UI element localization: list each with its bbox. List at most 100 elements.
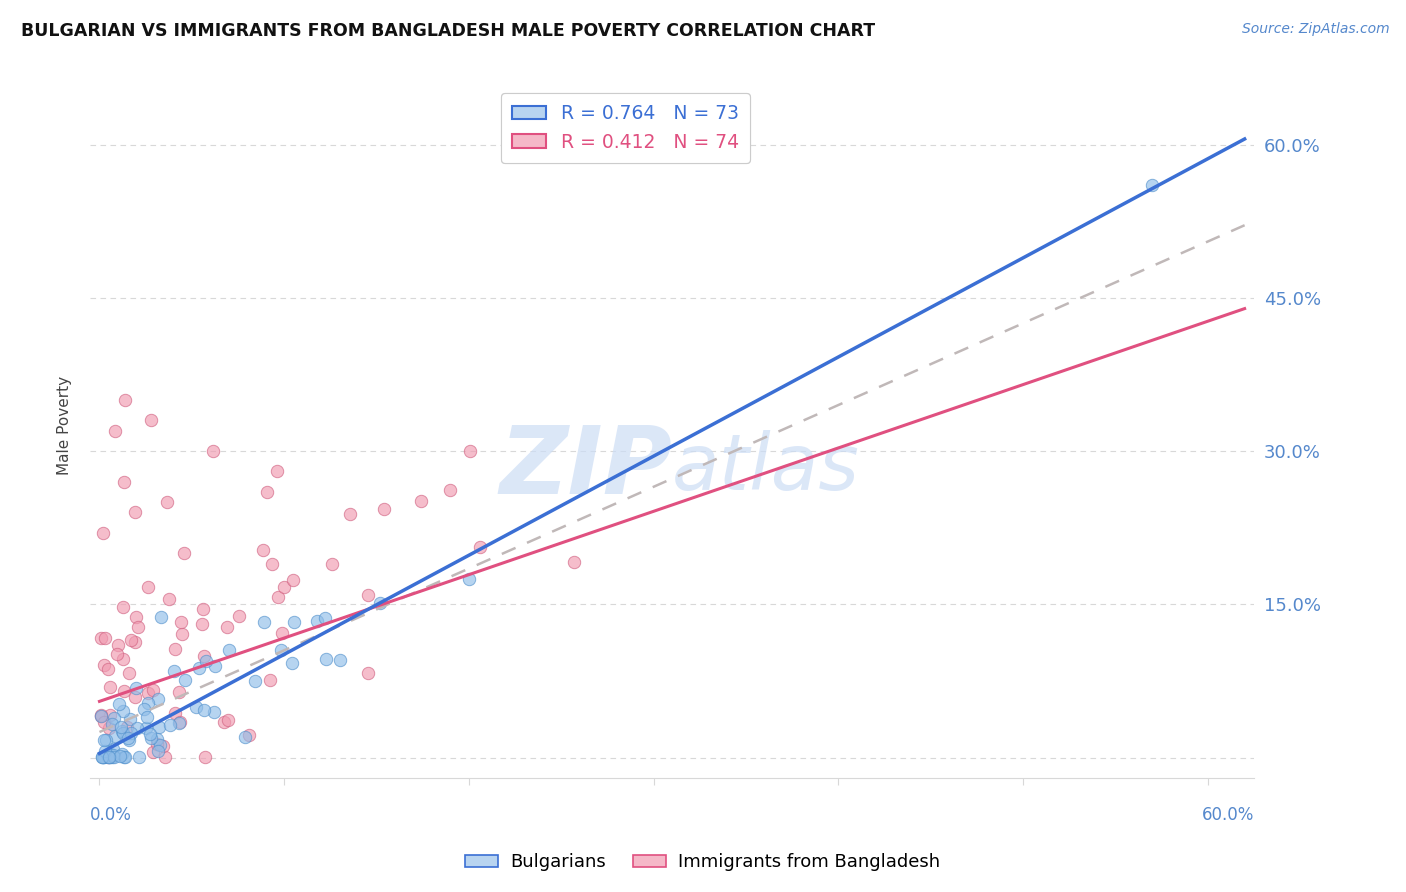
Point [100,747,122,761]
Point [107,638,129,652]
Point [329,653,352,667]
Point [111,726,134,740]
Point [120,633,142,648]
Point [165,642,187,657]
Point [97,749,120,764]
Point [94,744,117,758]
Point [357,588,380,602]
Point [94,733,117,747]
Point [259,673,281,688]
Point [93,714,115,729]
Point [90,632,112,646]
Point [169,714,191,729]
Point [238,728,260,742]
Legend: R = 0.764   N = 73, R = 0.412   N = 74: R = 0.764 N = 73, R = 0.412 N = 74 [501,93,751,163]
Point [204,659,226,673]
Point [111,600,134,615]
Point [170,615,193,629]
Point [163,665,186,679]
Point [148,744,170,758]
Point [217,713,239,727]
Point [243,674,266,689]
Point [193,648,215,663]
Point [98,749,121,764]
Point [118,732,141,747]
Point [170,627,193,641]
Point [146,737,169,751]
Point [266,465,288,479]
Point [111,724,134,739]
Text: ZIP: ZIP [499,422,672,514]
Point [136,696,159,710]
Point [307,614,329,628]
Point [457,572,479,586]
Point [155,749,177,764]
Point [142,683,165,698]
Point [439,483,461,497]
Point [118,666,141,681]
Point [135,721,157,735]
Point [118,712,141,726]
Point [202,706,225,720]
Point [91,749,114,764]
Point [253,615,276,629]
Point [91,749,114,764]
Point [280,657,302,671]
Point [458,444,481,458]
Text: 0.0%: 0.0% [90,806,132,824]
Point [100,749,122,764]
Point [93,632,115,646]
Point [124,505,146,519]
Point [115,720,138,734]
Point [132,702,155,716]
Point [156,495,179,509]
Point [159,718,181,732]
Point [217,620,239,634]
Point [321,557,343,571]
Point [252,543,274,558]
Point [136,580,159,594]
Point [470,540,492,554]
Point [411,493,433,508]
Point [357,665,380,680]
Point [267,590,290,604]
Point [125,681,148,695]
Point [152,739,174,753]
Point [90,707,112,722]
Point [112,684,135,698]
Point [111,747,134,761]
Point [98,680,121,694]
Point [124,690,146,705]
Point [562,555,585,569]
Point [104,729,127,743]
Point [201,444,224,458]
Point [93,658,115,673]
Point [373,502,395,516]
Point [194,749,217,764]
Point [111,704,134,718]
Point [193,703,215,717]
Point [191,617,214,632]
Point [314,611,336,625]
Point [1142,178,1164,193]
Point [260,557,283,571]
Point [163,706,186,720]
Point [97,749,120,764]
Point [112,749,135,764]
Point [136,710,159,724]
Point [273,580,295,594]
Point [100,717,122,731]
Point [90,709,112,723]
Point [93,733,115,747]
Point [195,654,218,668]
Point [98,749,121,764]
Text: atlas: atlas [672,430,860,506]
Point [368,596,391,610]
Point [91,525,114,540]
Point [136,686,159,700]
Point [101,741,124,756]
Point [108,748,131,763]
Point [139,731,162,746]
Point [127,620,149,634]
Legend: Bulgarians, Immigrants from Bangladesh: Bulgarians, Immigrants from Bangladesh [458,847,948,879]
